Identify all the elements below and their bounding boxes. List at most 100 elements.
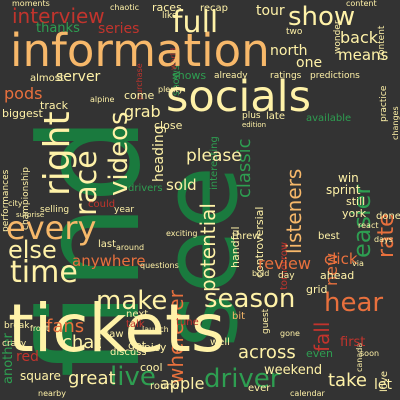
word-tickets: tickets [8, 290, 226, 367]
word-guest: calendar [290, 389, 325, 398]
word-let: let [374, 377, 392, 393]
word-else: else [8, 236, 57, 264]
word-changes: changes [391, 106, 400, 140]
word-live: live [110, 362, 156, 392]
word-done: done [376, 211, 400, 222]
word-drivers: drivers [128, 183, 163, 194]
word-north: north [270, 43, 308, 59]
word-socials: socials [166, 72, 311, 122]
word-threw: threw [232, 231, 261, 242]
word-almost: almost [30, 73, 64, 84]
word-right: right [37, 111, 78, 196]
word-one: one [296, 55, 323, 71]
word-selling: selling [40, 205, 70, 215]
word-ahead: ahead [320, 269, 355, 282]
word-interview: interview [12, 4, 105, 28]
word-biggest: biggest [2, 107, 43, 120]
word-round: round [150, 381, 180, 392]
word-sprint: sprint [326, 183, 361, 197]
word-potential: potential [196, 203, 220, 292]
word-saw: saw [104, 329, 124, 340]
word-server: server [56, 69, 101, 85]
word-spicy: spicy [138, 341, 167, 354]
word-come: come [124, 89, 155, 102]
word-time: time [10, 255, 78, 290]
word-chat: chat [62, 332, 102, 353]
word-break: break [4, 321, 30, 331]
word-make: make [96, 286, 168, 316]
word-across: across [238, 342, 296, 363]
word-launch: launch [142, 325, 169, 334]
word-even: even [306, 347, 334, 360]
word-love: soon [360, 349, 380, 358]
word-day: day [278, 271, 295, 281]
word-surprise: surprise [16, 211, 45, 219]
word-plenty: plenty [158, 85, 184, 94]
word-discuss: discuss [110, 347, 147, 358]
word-apple: apple [160, 374, 205, 393]
word-two: two [286, 27, 303, 37]
word-bold: bold [252, 269, 270, 278]
word-still: still [346, 195, 366, 208]
word-take: take [328, 370, 367, 391]
word-pods: pods [4, 84, 43, 103]
word-means: means [338, 46, 389, 64]
word-weekend: weekend [264, 363, 323, 378]
word-questions: questions [140, 261, 179, 270]
word-chaotic: chaotic [110, 3, 140, 12]
word-sold: sold [166, 176, 197, 194]
word-next: next [126, 309, 149, 320]
word-review: review [258, 254, 311, 273]
word-nearby: nearby [38, 389, 66, 398]
word-close: close [154, 119, 183, 132]
word-thanks: thanks [36, 21, 80, 36]
word-win: win [338, 171, 359, 185]
word-days: days [374, 235, 393, 244]
word-season: season [204, 284, 296, 314]
word-plus: plus [242, 111, 261, 121]
word-well: well [210, 337, 230, 348]
word-could: could [88, 199, 116, 210]
word-exciting: exciting [166, 229, 198, 238]
word-hear: hear [324, 288, 384, 318]
word-grab: grab [124, 102, 161, 121]
word-great: great [68, 368, 116, 389]
word-bit: bit [232, 311, 246, 322]
word-best: best [318, 231, 340, 242]
word-show: show [288, 2, 356, 32]
word-every: every [6, 209, 97, 247]
word-like: like [162, 11, 178, 21]
word-grid: grid [306, 283, 328, 296]
word-available: available [306, 113, 352, 124]
word-square: square [20, 369, 61, 383]
word-ever: ever [248, 383, 271, 394]
word-cool: cool [140, 361, 163, 374]
word-late: late [266, 111, 285, 122]
word-races: races [152, 1, 182, 14]
word-track: track [40, 99, 68, 112]
word-tour: tour [256, 3, 285, 19]
word-tune: tune [176, 317, 199, 328]
word-calendar: content [346, 0, 377, 8]
word-gone: gone [280, 329, 300, 338]
word-predictions: predictions [310, 71, 360, 81]
word-year: year [114, 205, 135, 215]
word-edition: edition [242, 121, 267, 129]
word-york: york [342, 207, 367, 220]
word-click: click [324, 250, 358, 268]
word-practice: practice [379, 85, 389, 122]
word-alpine: alpine [90, 95, 115, 104]
word-city: city [8, 199, 23, 208]
word-ratings: ratings [270, 71, 302, 81]
word-talk: talk [126, 319, 145, 330]
word-via: via [352, 259, 364, 268]
word-front: front [30, 324, 50, 333]
word-please: please [186, 146, 242, 166]
word-back: back [340, 28, 379, 47]
word-driver: driver [204, 364, 281, 394]
word-series: series [98, 21, 140, 37]
word-full: full [172, 5, 219, 40]
word-shows: shows [172, 69, 207, 82]
word-moments: moments [12, 0, 50, 8]
